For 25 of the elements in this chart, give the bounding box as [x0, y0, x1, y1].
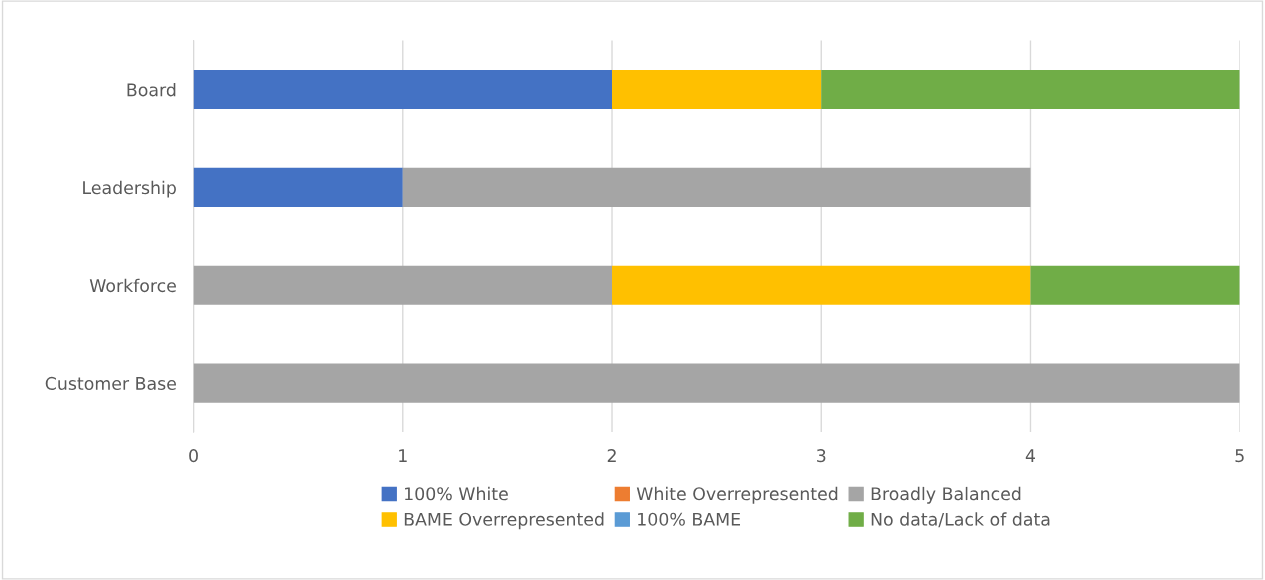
x-tick-label: 5: [1235, 449, 1244, 463]
legend-label: No data/Lack of data: [871, 512, 1050, 528]
bar: [193, 69, 613, 110]
bar: [193, 265, 613, 305]
legend-label: BAME Overrepresented: [404, 512, 604, 530]
bar: [612, 265, 1031, 305]
y-tick-label: Leadership: [83, 180, 176, 198]
bar: [612, 69, 822, 110]
x-tick-label: 2: [607, 449, 616, 462]
legend-label: 100% BAME: [638, 512, 741, 526]
bar: [193, 167, 403, 207]
legend-label: 100% White: [405, 486, 508, 501]
bar: [1030, 265, 1240, 305]
x-tick-label: 4: [1025, 449, 1036, 462]
y-tick-label: Board: [127, 82, 176, 97]
legend-label: White Overrepresented: [636, 486, 838, 504]
bar: [402, 167, 1031, 207]
y-tick-label: Workforce: [89, 278, 176, 293]
x-tick-label: 0: [189, 449, 198, 463]
legend-label: Broadly Balanced: [871, 486, 1021, 504]
x-tick-label: 1: [399, 449, 407, 462]
y-tick-label: Customer Base: [45, 376, 176, 391]
bar: [821, 69, 1240, 110]
x-tick-label: 3: [817, 449, 826, 463]
bar: [193, 363, 1240, 403]
